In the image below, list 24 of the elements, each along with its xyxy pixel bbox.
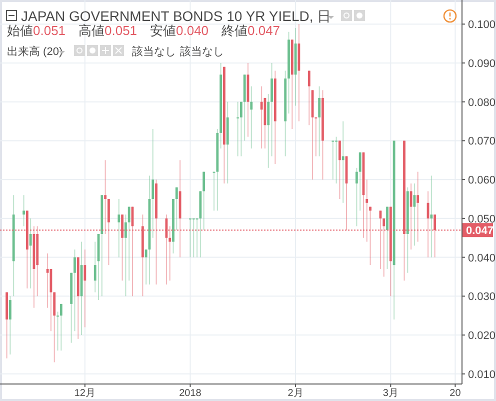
x-tick-label: 20 [450, 388, 462, 399]
y-tick-label: 0.080 [468, 96, 496, 109]
x-tick-label: 12月 [74, 388, 96, 399]
ref-line-label: 0.047 [466, 225, 494, 238]
annotation: 安値0.040 [150, 23, 209, 38]
annotation: 高値0.051 [78, 23, 138, 38]
y-tick-label: 0.040 [468, 252, 496, 264]
text: JAPAN GOVERNMENT BONDS 10 YR YIELD, 日 [21, 8, 332, 24]
y-tick-label: 0.100 [468, 19, 496, 32]
y-tick-label: 0.010 [468, 368, 496, 381]
y-tick-label: 0.050 [468, 213, 496, 226]
x-tick-label: 2018 [179, 388, 202, 399]
annotation: 該当なし [132, 45, 176, 58]
annotation: 始値0.051 [7, 23, 66, 38]
x-tick-label: 2月 [288, 388, 304, 399]
y-tick-label: 0.070 [468, 136, 496, 148]
y-tick-label: 0.060 [468, 174, 496, 187]
annotation: 該当なし [180, 45, 224, 58]
y-tick-label: 0.030 [468, 291, 496, 304]
y-tick-label: 0.090 [468, 58, 496, 70]
y-tick-label: 0.020 [468, 330, 496, 342]
annotation: 出来高 (20) [7, 45, 63, 58]
x-tick-label: 3月 [382, 388, 398, 399]
annotation: 終値0.047 [220, 23, 280, 38]
